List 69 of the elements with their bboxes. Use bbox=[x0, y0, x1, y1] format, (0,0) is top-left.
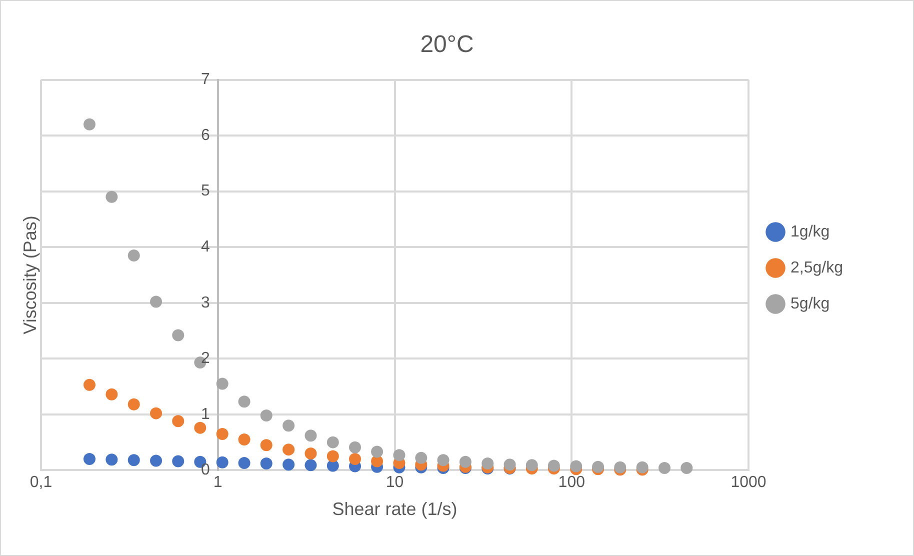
x-tick-label: 100 bbox=[558, 474, 586, 492]
point bbox=[260, 458, 272, 470]
y-axis-title: Viscosity (Pas) bbox=[20, 216, 40, 334]
legend-label: 5g/kg bbox=[790, 295, 830, 312]
point bbox=[680, 462, 693, 474]
point bbox=[194, 422, 206, 434]
point bbox=[371, 446, 384, 458]
point bbox=[326, 450, 339, 462]
point bbox=[238, 456, 250, 469]
point bbox=[260, 439, 272, 452]
point bbox=[238, 396, 250, 408]
point bbox=[415, 452, 428, 464]
point bbox=[83, 118, 96, 130]
point bbox=[614, 461, 626, 474]
y-tick-label: 2 bbox=[200, 350, 210, 368]
point bbox=[83, 453, 96, 466]
point bbox=[570, 460, 582, 472]
point bbox=[172, 329, 184, 342]
point bbox=[482, 458, 494, 470]
legend-label: 2,5g/kg bbox=[790, 259, 843, 276]
point bbox=[150, 454, 162, 467]
chart-title: 20°C bbox=[420, 31, 474, 58]
x-tick-label: 1000 bbox=[730, 474, 766, 492]
y-tick-label: 7 bbox=[200, 71, 210, 88]
legend-label: 1g/kg bbox=[790, 223, 830, 240]
point bbox=[106, 190, 118, 203]
point bbox=[216, 428, 228, 440]
point bbox=[216, 378, 228, 390]
point bbox=[636, 461, 648, 474]
y-tick-label: 1 bbox=[200, 406, 210, 423]
point bbox=[260, 410, 272, 422]
point bbox=[548, 460, 560, 472]
point bbox=[216, 456, 228, 468]
point bbox=[304, 430, 317, 442]
point bbox=[326, 436, 339, 448]
point bbox=[106, 454, 118, 466]
point bbox=[282, 458, 295, 471]
point bbox=[238, 434, 250, 446]
x-axis-title: Shear rate (1/s) bbox=[332, 499, 458, 520]
x-tick-label: 10 bbox=[386, 474, 404, 492]
point bbox=[172, 415, 184, 428]
point bbox=[83, 378, 96, 391]
point bbox=[128, 398, 140, 410]
point bbox=[349, 441, 362, 454]
point bbox=[304, 447, 317, 460]
point bbox=[437, 454, 450, 466]
point bbox=[282, 444, 295, 456]
point bbox=[658, 462, 671, 474]
y-tick-label: 6 bbox=[200, 126, 210, 144]
point bbox=[128, 249, 140, 262]
point bbox=[526, 459, 538, 472]
y-tick-label: 3 bbox=[200, 294, 210, 312]
point bbox=[128, 454, 140, 466]
point bbox=[150, 407, 162, 420]
x-tick-label: 1 bbox=[213, 474, 222, 492]
y-tick-label: 0 bbox=[200, 462, 210, 479]
point bbox=[504, 458, 516, 471]
point bbox=[282, 420, 295, 432]
point bbox=[459, 456, 472, 468]
point bbox=[304, 459, 317, 472]
point bbox=[172, 455, 184, 468]
point bbox=[106, 388, 118, 400]
point bbox=[349, 453, 362, 466]
y-tick-label: 4 bbox=[200, 238, 210, 256]
y-tick-label: 5 bbox=[200, 182, 210, 200]
point bbox=[393, 449, 406, 462]
x-tick-label: 0,1 bbox=[30, 474, 52, 492]
point bbox=[592, 460, 604, 473]
point bbox=[150, 296, 162, 308]
